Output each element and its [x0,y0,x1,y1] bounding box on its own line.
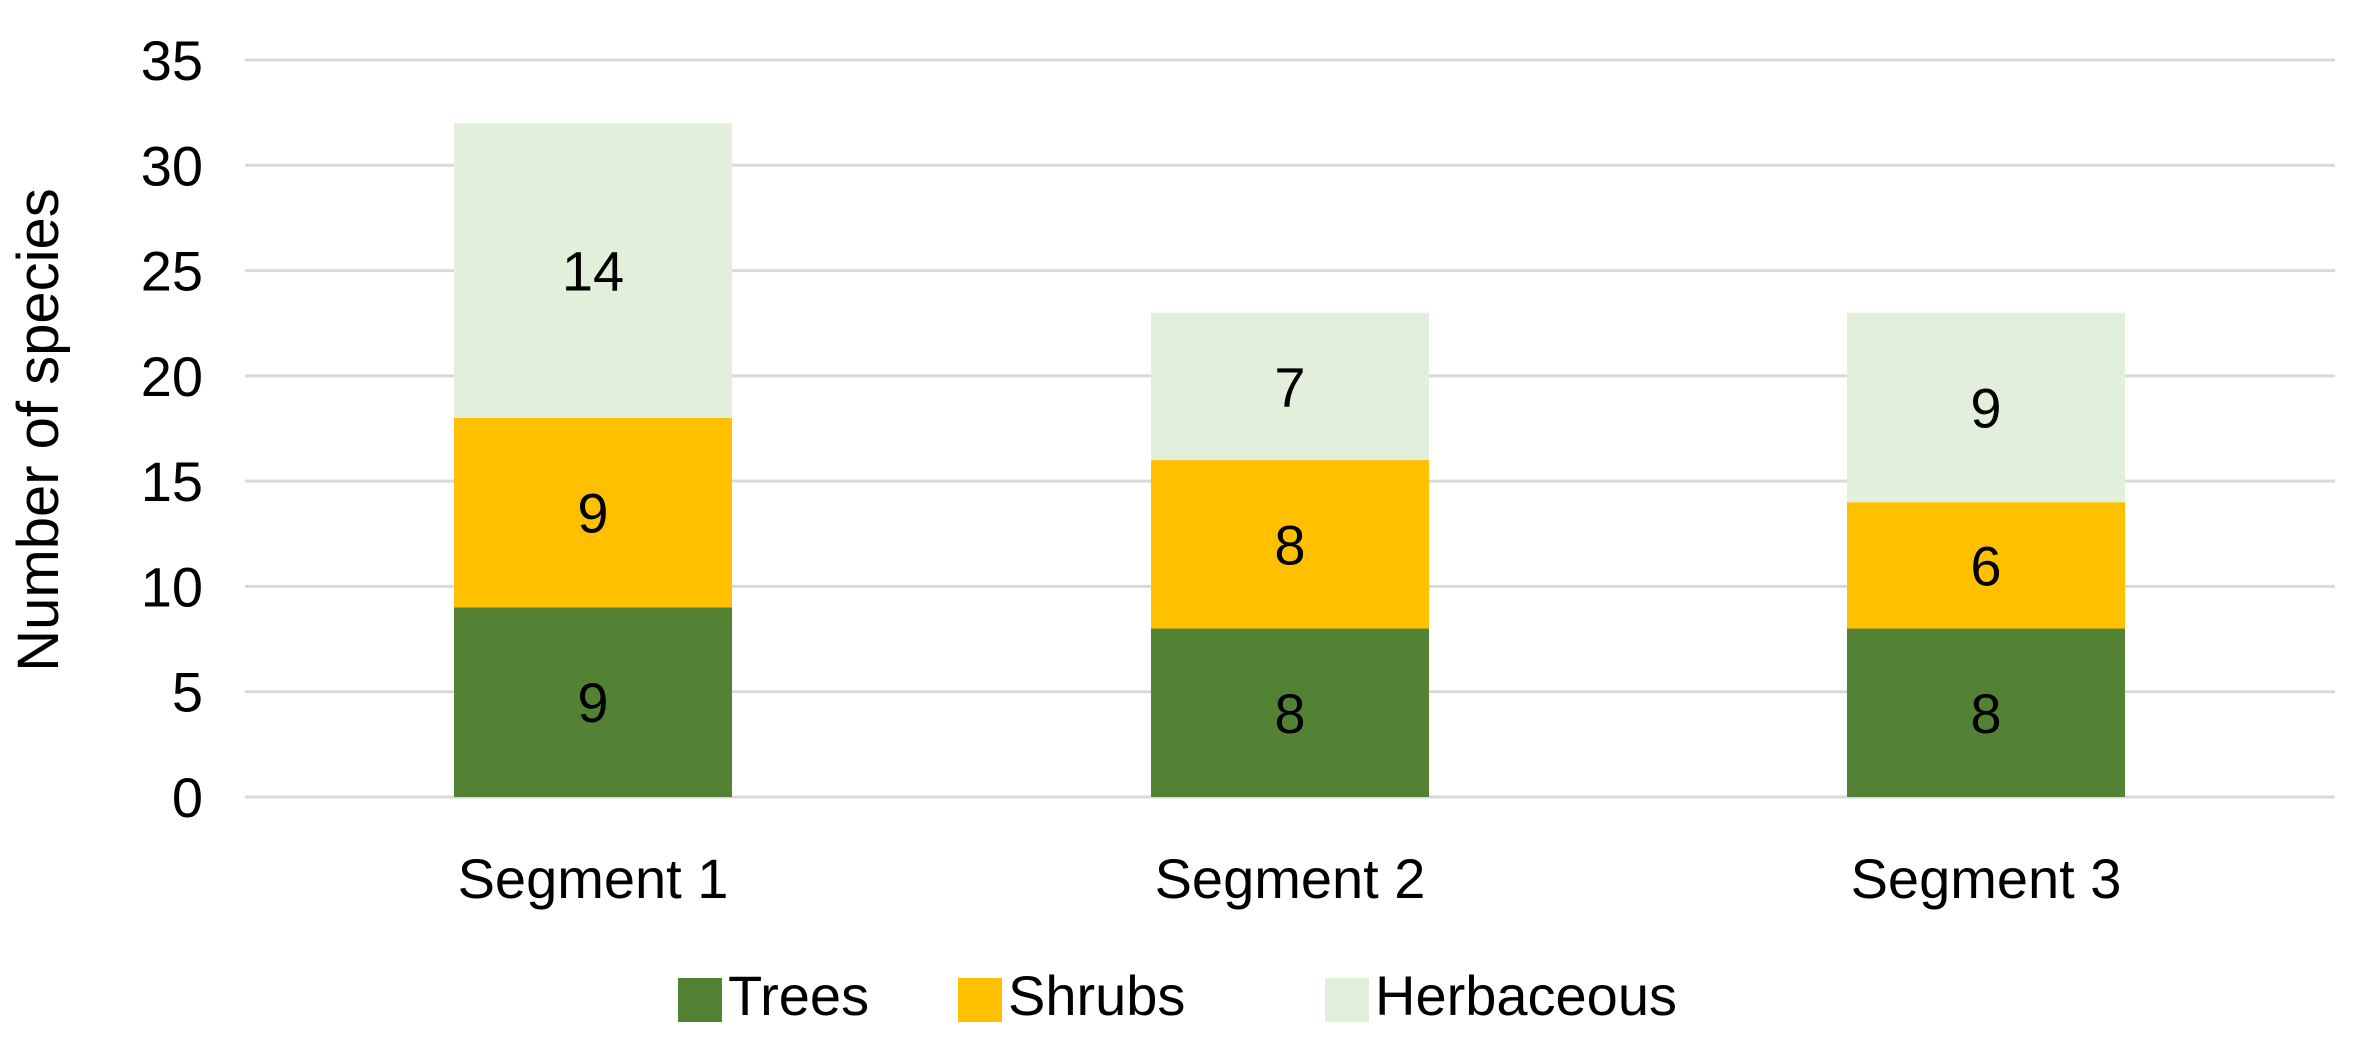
data-label-shrubs-1: 9 [577,482,608,545]
y-tick-label: 25 [141,240,203,303]
bar-trees-1 [454,607,732,797]
data-label-trees-3: 8 [1970,682,2001,745]
data-label-trees-2: 8 [1274,682,1305,745]
legend: Trees Shrubs Herbaceous [678,964,1677,1027]
bar-trees-3 [1847,628,2125,797]
data-label-herbaceous-1: 14 [562,240,624,303]
bars [454,123,2125,797]
bar-shrubs-1 [454,417,732,608]
y-tick-label: 20 [141,345,203,408]
x-tick-label: Segment 1 [458,847,729,910]
data-label-herbaceous-2: 7 [1274,355,1305,418]
data-label-shrubs-2: 8 [1274,513,1305,576]
legend-swatch-shrubs [958,978,1002,1022]
legend-swatch-trees [678,978,722,1022]
legend-label-trees: Trees [728,964,869,1027]
data-label-shrubs-3: 6 [1970,534,2001,597]
bar-herbaceous-2 [1151,312,1429,461]
y-tick-label: 30 [141,134,203,197]
y-axis-title: Number of species [6,188,71,672]
bar-shrubs-3 [1847,502,2125,629]
y-tick-label: 10 [141,555,203,618]
x-tick-label: Segment 2 [1155,847,1426,910]
x-tick-label: Segment 3 [1851,847,2122,910]
bar-herbaceous-1 [454,123,732,418]
data-labels: 9 9 14 8 8 7 8 6 9 [562,240,2002,745]
y-tick-label: 35 [141,29,203,92]
y-tick-label: 5 [172,661,203,724]
y-tick-label: 0 [172,766,203,829]
legend-swatch-herbaceous [1325,978,1369,1022]
legend-label-shrubs: Shrubs [1008,964,1185,1027]
bar-trees-2 [1151,628,1429,797]
bar-herbaceous-3 [1847,312,2125,503]
y-tick-label: 15 [141,450,203,513]
data-label-herbaceous-3: 9 [1970,376,2001,439]
legend-label-herbaceous: Herbaceous [1375,964,1677,1027]
y-axis-ticks: 0 5 10 15 20 25 30 35 [141,29,203,829]
bar-shrubs-2 [1151,460,1429,629]
x-axis-ticks: Segment 1 Segment 2 Segment 3 [458,847,2122,910]
data-label-trees-1: 9 [577,671,608,734]
